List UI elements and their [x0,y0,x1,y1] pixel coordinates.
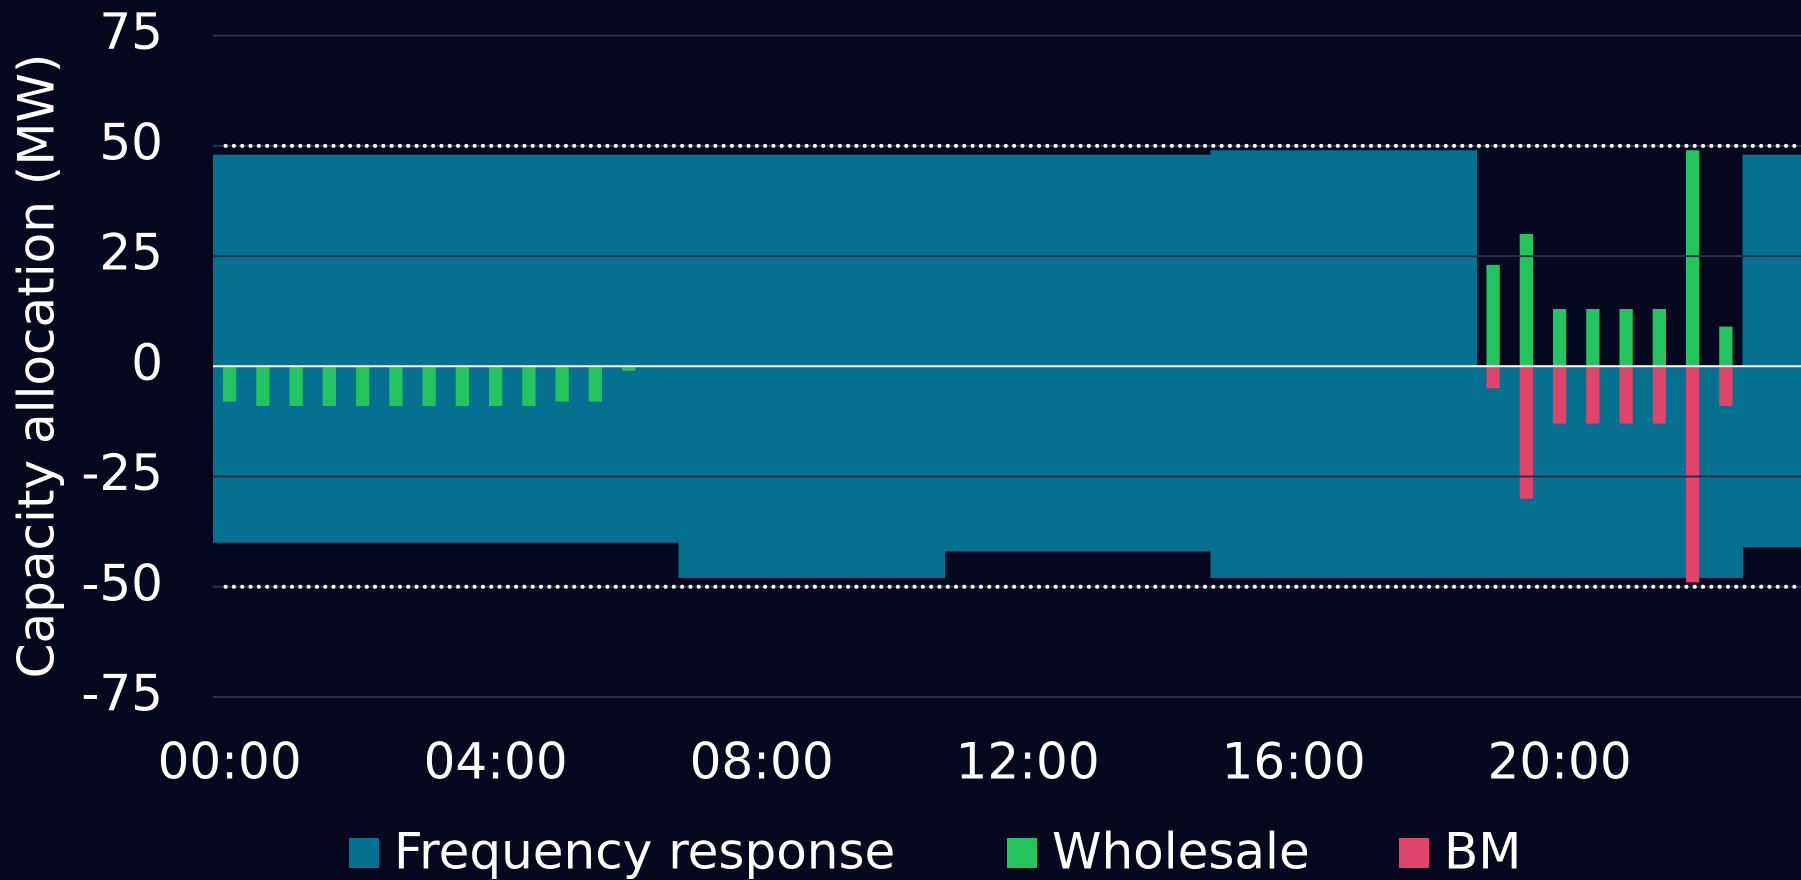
bar [1552,366,1567,424]
y-tick-label: 50 [99,113,163,171]
legend-label: Wholesale [1052,823,1310,880]
bar [1685,366,1700,583]
x-tick-label: 04:00 [424,733,568,791]
bar [1586,366,1600,424]
y-tick-label: 25 [99,224,163,282]
bar [522,366,536,406]
frequency-band [944,154,1211,552]
bar [1619,366,1633,424]
bar [1552,308,1567,367]
y-tick-label: -75 [81,665,163,723]
bar [1619,308,1633,367]
legend-swatch [349,838,379,868]
frequency-band [213,154,679,543]
x-tick-label: 08:00 [690,733,834,791]
bar [422,366,436,406]
bar [588,366,603,402]
bar [322,366,337,406]
bar [621,366,636,371]
bar [455,366,470,406]
y-tick-label: 0 [131,334,163,392]
bar [1719,366,1733,406]
x-tick-label: 00:00 [158,733,302,791]
bar [1586,308,1600,367]
y-tick-label: 75 [99,3,163,61]
bar [222,366,237,402]
x-tick-label: 12:00 [956,733,1100,791]
bar [1486,264,1500,367]
frequency-band [1210,150,1477,578]
x-tick-label: 20:00 [1488,733,1632,791]
bar [488,366,503,406]
x-tick-label: 16:00 [1222,733,1366,791]
y-tick-label: -50 [81,554,163,612]
legend-swatch [1007,838,1037,868]
legend-label: BM [1444,823,1521,880]
bar [389,366,403,406]
bar [1519,234,1534,367]
bar [555,366,569,402]
frequency-band [1476,366,1743,578]
y-tick-label: -25 [81,444,163,502]
legend-label: Frequency response [394,823,895,880]
y-axis-label: Capacity allocation (MW) [8,54,66,679]
bar [289,366,303,406]
bar [1486,366,1500,389]
bar [256,366,270,406]
bar [355,366,370,406]
legend-swatch [1399,838,1429,868]
bar [1652,366,1667,424]
bar [1519,366,1534,499]
bar [1652,308,1667,367]
frequency-band [1742,154,1801,548]
bar [1685,150,1700,367]
bar [1719,326,1733,367]
